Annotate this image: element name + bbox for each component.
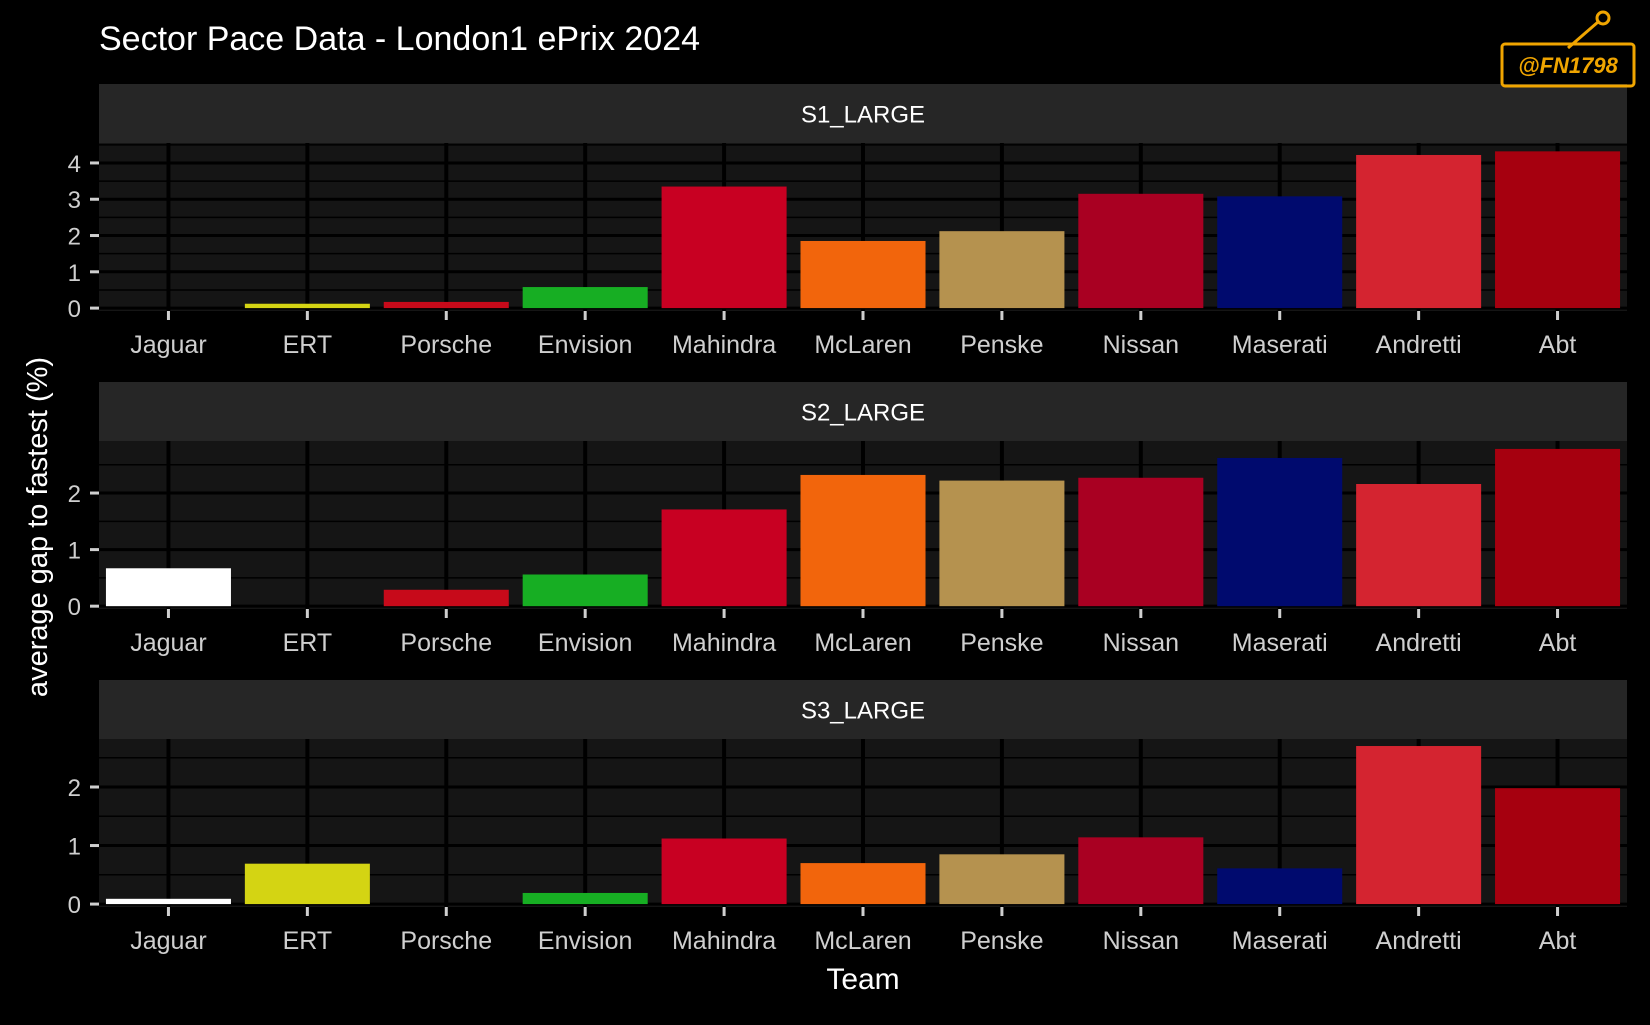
bar-ert [244, 863, 370, 905]
bar-jaguar [105, 898, 231, 905]
facet-strip-label: S2_LARGE [801, 400, 925, 427]
y-tick-label: 1 [68, 834, 81, 861]
bar-porsche [383, 301, 509, 309]
x-tick-label: Andretti [1376, 629, 1462, 657]
facet-s1-large: S1_LARGE 0 1 2 3 4 Jaguar ERT Porsche Envision Mah… [68, 84, 1627, 359]
x-tick-label: Porsche [400, 629, 492, 657]
y-tick-label: 2 [68, 775, 81, 802]
x-tick-label: McLaren [814, 629, 911, 657]
x-tick-label: Jaguar [130, 927, 206, 955]
bar-nissan [1078, 477, 1204, 607]
y-tick-label: 0 [68, 892, 81, 919]
x-tick-label: Envision [538, 927, 633, 955]
bar-jaguar [105, 568, 231, 607]
key-shaft-icon [1567, 20, 1599, 50]
bar-mclaren [800, 240, 926, 309]
bar-nissan [1078, 837, 1204, 905]
y-tick-label: 1 [68, 260, 81, 287]
y-tick-label: 1 [68, 538, 81, 565]
bar-mahindra [661, 509, 787, 607]
x-tick-label: Andretti [1376, 331, 1462, 359]
bar-maserati [1217, 868, 1343, 905]
bar-penske [939, 231, 1065, 309]
y-tick-label: 2 [68, 481, 81, 508]
bar-mahindra [661, 838, 787, 905]
facet-s3-large: S3_LARGE 0 1 2 Jaguar ERT Porsche Envision Mahin… [68, 680, 1627, 955]
x-tick-label: Maserati [1232, 927, 1328, 955]
watermark-frame [1500, 42, 1636, 88]
y-tick-label: 2 [68, 224, 81, 251]
x-tick-label: ERT [283, 629, 333, 657]
bar-andretti [1356, 746, 1482, 905]
watermark-logo: @FN1798 [1500, 10, 1636, 88]
x-axis-label: Team [826, 963, 899, 996]
x-tick-label: Jaguar [130, 331, 206, 359]
facet-strip [99, 84, 1627, 143]
chart-title: Sector Pace Data - London1 ePrix 2024 [99, 20, 700, 58]
x-tick-label: Jaguar [130, 629, 206, 657]
facet-s2-large: S2_LARGE 0 1 2 Jaguar ERT Porsche Envision Mahin… [68, 382, 1627, 657]
bar-penske [939, 854, 1065, 905]
x-tick-label: Maserati [1232, 629, 1328, 657]
x-tick-label: Penske [960, 629, 1043, 657]
x-tick-label: Nissan [1103, 629, 1179, 657]
x-tick-label: McLaren [814, 927, 911, 955]
y-tick-label: 4 [68, 151, 81, 178]
x-tick-label: Abt [1539, 331, 1577, 359]
bar-envision [522, 892, 648, 905]
x-tick-label: Abt [1539, 629, 1577, 657]
x-tick-label: Mahindra [672, 629, 776, 657]
bar-andretti [1356, 483, 1482, 607]
x-tick-label: McLaren [814, 331, 911, 359]
bar-envision [522, 287, 648, 309]
x-tick-label: Envision [538, 629, 633, 657]
facet-strip-label: S3_LARGE [801, 698, 925, 725]
y-tick-label: 3 [68, 187, 81, 214]
x-tick-label: Penske [960, 331, 1043, 359]
x-tick-label: Maserati [1232, 331, 1328, 359]
x-tick-label: ERT [283, 331, 333, 359]
x-tick-label: ERT [283, 927, 333, 955]
x-tick-label: Nissan [1103, 331, 1179, 359]
bar-mahindra [661, 186, 787, 309]
bar-penske [939, 480, 1065, 607]
bar-mclaren [800, 474, 926, 607]
facet-strip [99, 382, 1627, 441]
bar-abt [1495, 788, 1621, 905]
bar-maserati [1217, 196, 1343, 309]
x-tick-label: Envision [538, 331, 633, 359]
facet-strip [99, 680, 1627, 739]
facet-strip-label: S1_LARGE [801, 102, 925, 129]
bar-maserati [1217, 457, 1343, 607]
x-tick-label: Porsche [400, 331, 492, 359]
watermark-text: @FN1798 [1518, 53, 1618, 78]
bar-andretti [1356, 154, 1482, 309]
y-axis-label: average gap to fastest (%) [22, 357, 54, 697]
x-tick-label: Abt [1539, 927, 1577, 955]
x-tick-label: Porsche [400, 927, 492, 955]
bar-abt [1495, 448, 1621, 607]
bar-envision [522, 574, 648, 607]
bar-ert [244, 303, 370, 309]
facet-panels: S1_LARGE 0 1 2 3 4 Jaguar ERT Porsche Envision Mah… [68, 84, 1627, 955]
y-tick-label: 0 [68, 594, 81, 621]
x-tick-label: Mahindra [672, 927, 776, 955]
y-tick-label: 0 [68, 296, 81, 323]
x-tick-label: Andretti [1376, 927, 1462, 955]
bar-porsche [383, 589, 509, 607]
bar-mclaren [800, 863, 926, 905]
bar-nissan [1078, 193, 1204, 309]
x-tick-label: Nissan [1103, 927, 1179, 955]
bar-abt [1495, 151, 1621, 309]
key-ring-icon [1595, 10, 1611, 26]
x-tick-label: Penske [960, 927, 1043, 955]
x-tick-label: Mahindra [672, 331, 776, 359]
